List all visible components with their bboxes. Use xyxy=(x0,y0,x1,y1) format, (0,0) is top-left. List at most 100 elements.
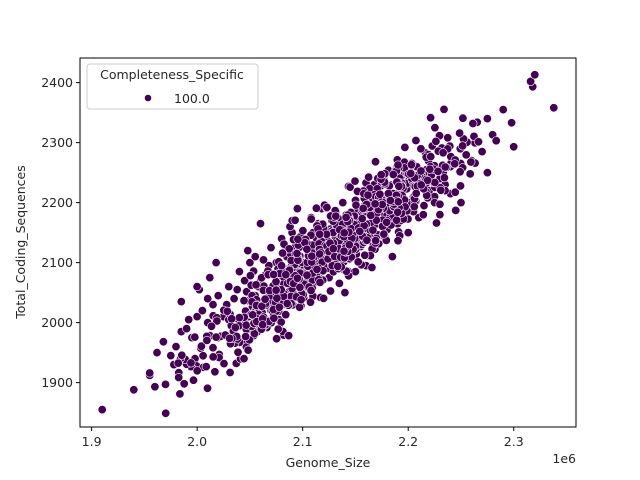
data-point xyxy=(376,170,386,180)
data-point xyxy=(186,358,196,368)
data-point xyxy=(173,358,183,368)
data-point xyxy=(357,214,367,224)
data-point xyxy=(530,70,540,80)
data-point xyxy=(315,229,325,239)
data-point xyxy=(196,341,206,351)
data-point xyxy=(290,215,300,225)
data-point xyxy=(211,258,221,268)
y-axis-label: Total_Coding_Sequences xyxy=(13,165,28,320)
data-point xyxy=(477,147,487,157)
data-point xyxy=(455,167,465,177)
data-point xyxy=(367,262,377,272)
data-point xyxy=(298,226,308,236)
data-point xyxy=(211,332,221,342)
y-axis-ticks: 1900 2000 2100 2200 2300 2400 xyxy=(41,75,80,390)
data-point xyxy=(232,285,242,295)
data-point xyxy=(482,114,492,124)
data-point xyxy=(192,366,202,376)
data-point xyxy=(311,203,321,213)
data-point xyxy=(461,150,471,160)
data-point xyxy=(426,113,436,123)
data-point xyxy=(423,175,433,185)
data-point xyxy=(363,190,373,200)
data-point xyxy=(296,295,306,305)
data-point xyxy=(202,335,212,345)
data-point xyxy=(272,293,282,303)
data-point xyxy=(345,182,355,192)
data-point xyxy=(284,244,294,254)
data-point xyxy=(184,315,194,325)
data-point xyxy=(292,249,302,259)
data-point xyxy=(458,113,468,123)
data-point xyxy=(129,385,139,395)
data-point xyxy=(158,337,168,347)
data-point xyxy=(213,291,223,301)
data-point xyxy=(224,282,234,292)
data-point xyxy=(507,118,517,128)
data-point xyxy=(319,293,329,303)
data-point xyxy=(258,320,268,330)
data-point xyxy=(393,207,403,217)
x-tick-label: 1.9 xyxy=(82,434,102,449)
data-point xyxy=(416,166,426,176)
data-point xyxy=(166,351,176,361)
data-point xyxy=(243,246,253,256)
data-point xyxy=(240,276,250,286)
data-point xyxy=(353,257,363,267)
data-point xyxy=(219,359,229,369)
data-point xyxy=(341,212,351,222)
data-point xyxy=(284,331,294,341)
data-point xyxy=(416,144,426,154)
data-point xyxy=(364,172,374,182)
data-point xyxy=(360,250,370,260)
data-point xyxy=(182,324,192,334)
data-point xyxy=(358,203,368,213)
data-point xyxy=(222,306,232,316)
data-point xyxy=(406,160,416,170)
data-point xyxy=(400,142,410,152)
data-point xyxy=(418,210,428,220)
data-point xyxy=(229,294,239,304)
scatter-points xyxy=(97,70,559,418)
data-point xyxy=(161,408,171,418)
data-point xyxy=(176,297,186,307)
data-point xyxy=(368,225,378,235)
data-point xyxy=(179,379,189,389)
legend-marker-icon xyxy=(144,94,152,102)
data-point xyxy=(325,286,335,296)
y-tick-label: 1900 xyxy=(41,375,73,390)
data-point xyxy=(233,347,243,357)
data-point xyxy=(201,362,211,372)
data-point xyxy=(426,152,436,162)
data-point xyxy=(443,133,453,143)
data-point xyxy=(451,205,461,215)
data-point xyxy=(392,215,402,225)
y-tick-label: 2000 xyxy=(41,315,73,330)
data-point xyxy=(255,219,265,229)
data-point xyxy=(468,119,478,129)
data-point xyxy=(465,169,475,179)
data-point xyxy=(339,246,349,256)
data-point xyxy=(145,368,155,378)
data-point xyxy=(322,202,332,212)
data-point xyxy=(393,160,403,170)
data-point xyxy=(388,170,398,180)
data-point xyxy=(455,128,465,138)
data-point xyxy=(239,354,249,364)
data-point xyxy=(416,180,426,190)
data-point xyxy=(328,244,338,254)
data-point xyxy=(171,342,181,352)
legend-box xyxy=(86,63,259,110)
data-point xyxy=(440,162,450,172)
data-point xyxy=(152,348,162,358)
data-point xyxy=(192,282,202,292)
data-point xyxy=(315,277,325,287)
data-point xyxy=(175,389,185,399)
data-point xyxy=(306,285,316,295)
data-point xyxy=(272,334,282,344)
data-point xyxy=(225,333,235,343)
data-point xyxy=(419,201,429,211)
data-point xyxy=(227,314,237,324)
data-point xyxy=(370,199,380,209)
data-point xyxy=(239,296,249,306)
